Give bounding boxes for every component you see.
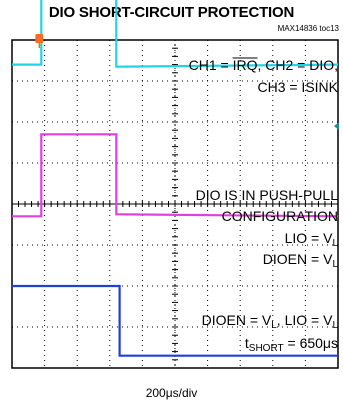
annotation-dioen: DIOEN = VL bbox=[263, 251, 339, 270]
annotation-ch3: CH3 = ISINK bbox=[257, 79, 338, 95]
trace-ch2-dio bbox=[12, 133, 339, 218]
grid bbox=[11, 39, 339, 369]
chart-title: DIO SHORT-CIRCUIT PROTECTION bbox=[48, 4, 295, 21]
trigger-flag bbox=[35, 34, 44, 43]
annotation-tshort: tSHORT = 650μs bbox=[245, 335, 338, 354]
figure-code: MAX14836 toc13 bbox=[277, 24, 339, 33]
channel-label-line1: CH1 = IRQ, CH2 = DIO, bbox=[189, 57, 338, 73]
trace-ch3-isink bbox=[12, 284, 338, 357]
channel-label-line2: CH3 = ISINK bbox=[257, 79, 338, 95]
annotation-configuration: CONFIGURATION bbox=[222, 208, 338, 224]
annotation-push-pull: DIO IS IN PUSH-PULL bbox=[196, 187, 339, 203]
annotation-ch1-ch2: CH1 = IRQ, CH2 = DIO, bbox=[189, 57, 338, 73]
annotation-lio: LIO = VL bbox=[285, 230, 339, 249]
traces bbox=[12, 0, 339, 357]
trace-ch1-irq bbox=[12, 0, 339, 68]
annotation-dioen-lio: DIOEN = VL, LIO = VL bbox=[202, 312, 339, 331]
trigger-marker bbox=[35, 34, 339, 131]
timebase-label: 200μs/div bbox=[145, 386, 198, 400]
ch-offset-arrow bbox=[334, 122, 339, 131]
